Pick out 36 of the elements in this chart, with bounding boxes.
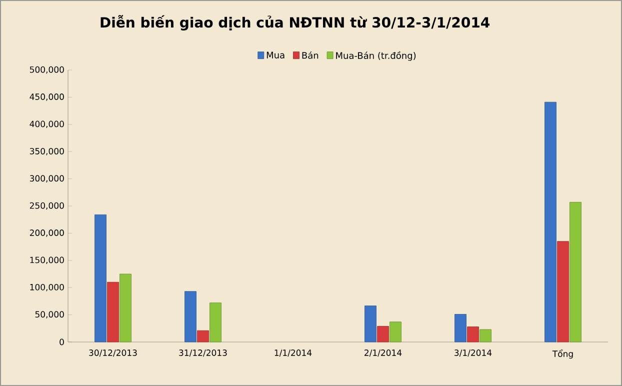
x-tick-label: Tổng [552, 350, 573, 359]
y-tick-label: 350,000 [30, 148, 64, 156]
legend-label: Bán [302, 51, 318, 59]
x-tick-label: 2/1/2014 [364, 350, 402, 357]
bar [210, 302, 222, 342]
x-tick-label: 1/1/2014 [274, 350, 312, 357]
bar [94, 214, 106, 342]
bar [377, 326, 389, 342]
bar [120, 274, 132, 342]
bar [197, 330, 209, 342]
y-tick-label: 300,000 [30, 175, 64, 182]
bar [454, 314, 466, 342]
legend-label: Mua-Bán (tr.đồng) [336, 51, 416, 61]
bar [184, 291, 196, 342]
y-tick-label: 50,000 [35, 311, 64, 318]
x-tick-label: 30/12/2013 [89, 350, 137, 357]
bar [467, 326, 479, 342]
x-tick-label: 31/12/2013 [179, 350, 227, 357]
y-tick-label: 200,000 [30, 230, 64, 237]
bar [544, 102, 556, 342]
chart-title: Diễn biến giao dịch của NĐTNN từ 30/12-3/1/2014 [100, 15, 490, 30]
legend-label: Mua [266, 52, 284, 58]
bar [557, 241, 569, 342]
bar [390, 322, 402, 342]
y-tick-label: 150,000 [30, 256, 64, 264]
bar [107, 282, 119, 342]
x-tick-label: 3/1/2014 [454, 350, 492, 357]
y-tick-label: 500,000 [30, 66, 64, 74]
bar [570, 202, 582, 342]
y-tick-label: 0 [60, 338, 64, 346]
y-tick-label: 400,000 [30, 120, 64, 128]
bar [364, 306, 376, 342]
y-tick-label: 250,000 [30, 202, 64, 210]
bar [480, 329, 492, 342]
y-tick-label: 450,000 [30, 94, 64, 101]
y-tick-label: 100,000 [30, 284, 64, 292]
